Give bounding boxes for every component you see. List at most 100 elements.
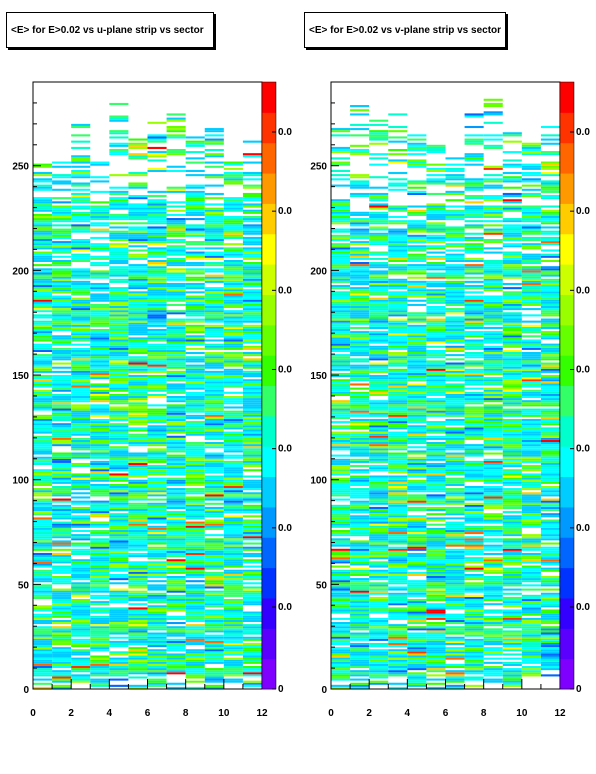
heatmap-cell [350, 517, 370, 520]
heatmap-cell [521, 513, 541, 516]
heatmap-cell [33, 398, 53, 401]
heatmap-cell [350, 477, 370, 480]
heatmap-cell [128, 213, 148, 216]
heatmap-cell [128, 172, 148, 175]
heatmap-cell [483, 339, 503, 342]
heatmap-cell [445, 345, 465, 348]
heatmap-cell [147, 389, 167, 392]
heatmap-cell [52, 312, 72, 315]
heatmap-cell [33, 276, 53, 279]
heatmap-cell [521, 605, 541, 608]
heatmap-cell [52, 435, 72, 438]
heatmap-cell [71, 525, 91, 528]
heatmap-cell [521, 517, 541, 520]
heatmap-cell [90, 508, 110, 512]
heatmap-cell [521, 345, 541, 348]
heatmap-cell [223, 542, 243, 545]
heatmap-cell [185, 247, 205, 250]
heatmap-cell [483, 238, 503, 242]
heatmap-cell [52, 456, 72, 459]
heatmap-cell [350, 550, 370, 553]
heatmap-cell [426, 513, 446, 516]
heatmap-cell [204, 634, 224, 637]
heatmap-cell [185, 672, 205, 675]
heatmap-cell [90, 632, 110, 635]
heatmap-cell [71, 228, 91, 231]
heatmap-cell [109, 393, 129, 396]
heatmap-cell [483, 619, 503, 623]
heatmap-cell [369, 389, 389, 392]
heatmap-cell [166, 634, 186, 637]
heatmap-cell [147, 331, 167, 334]
heatmap-cell [242, 538, 262, 541]
heatmap-cell [109, 186, 129, 189]
heatmap-cell [71, 274, 91, 277]
heatmap-cell [350, 234, 370, 237]
heatmap-cell [350, 331, 370, 334]
heatmap-cell [33, 213, 53, 216]
heatmap-cell [521, 238, 541, 242]
heatmap-cell [331, 255, 351, 258]
heatmap-cell [350, 542, 370, 545]
heatmap-cell [52, 395, 72, 399]
heatmap-cell [369, 285, 389, 288]
heatmap-cell [90, 511, 110, 514]
heatmap-cell [369, 469, 389, 472]
heatmap-cell [464, 617, 484, 620]
heatmap-cell [388, 571, 408, 574]
heatmap-cell [445, 544, 465, 547]
heatmap-cell [388, 291, 408, 294]
heatmap-cell [369, 494, 389, 497]
heatmap-cell [185, 603, 205, 606]
heatmap-cell [369, 546, 389, 549]
heatmap-cell [33, 452, 53, 455]
colorbar-swatch [262, 415, 276, 447]
heatmap-cell [166, 479, 186, 482]
heatmap-cell [426, 174, 446, 177]
heatmap-cell [407, 148, 427, 152]
heatmap-cell [147, 527, 167, 530]
heatmap-cell [521, 372, 541, 376]
heatmap-cell [223, 599, 243, 602]
heatmap-cell [204, 596, 224, 599]
heatmap-cell [166, 257, 186, 260]
heatmap-cell [369, 197, 389, 200]
heatmap-cell [71, 567, 91, 570]
heatmap-cell [350, 496, 370, 499]
heatmap-cell [407, 142, 427, 145]
heatmap-cell [350, 366, 370, 369]
heatmap-cell [242, 437, 262, 440]
heatmap-cell [369, 362, 389, 365]
heatmap-cell [223, 456, 243, 459]
heatmap-cell [445, 433, 465, 436]
heatmap-cell [407, 594, 427, 597]
heatmap-cell [166, 297, 186, 300]
heatmap-cell [204, 406, 224, 409]
heatmap-cell [369, 458, 389, 461]
heatmap-cell [445, 586, 465, 589]
heatmap-cell [242, 525, 262, 528]
heatmap-cell [407, 540, 427, 543]
heatmap-cell [369, 236, 389, 239]
heatmap-cell [128, 234, 148, 237]
heatmap-cell [166, 580, 186, 583]
heatmap-cell [33, 207, 53, 210]
heatmap-cell [147, 435, 167, 438]
heatmap-cell [464, 519, 484, 522]
heatmap-cell [426, 305, 446, 309]
heatmap-cell [502, 481, 522, 484]
heatmap-cell [242, 299, 262, 302]
heatmap-cell [464, 450, 484, 453]
heatmap-cell [223, 295, 243, 298]
heatmap-cell [147, 278, 167, 281]
heatmap-cell [33, 393, 53, 396]
heatmap-cell [33, 617, 53, 620]
heatmap-cell [204, 360, 224, 363]
heatmap-cell [109, 423, 129, 426]
heatmap-cell [369, 324, 389, 327]
heatmap-cell [33, 559, 53, 562]
heatmap-cell [242, 278, 262, 281]
heatmap-cell [204, 352, 224, 355]
heatmap-cell [71, 375, 91, 378]
